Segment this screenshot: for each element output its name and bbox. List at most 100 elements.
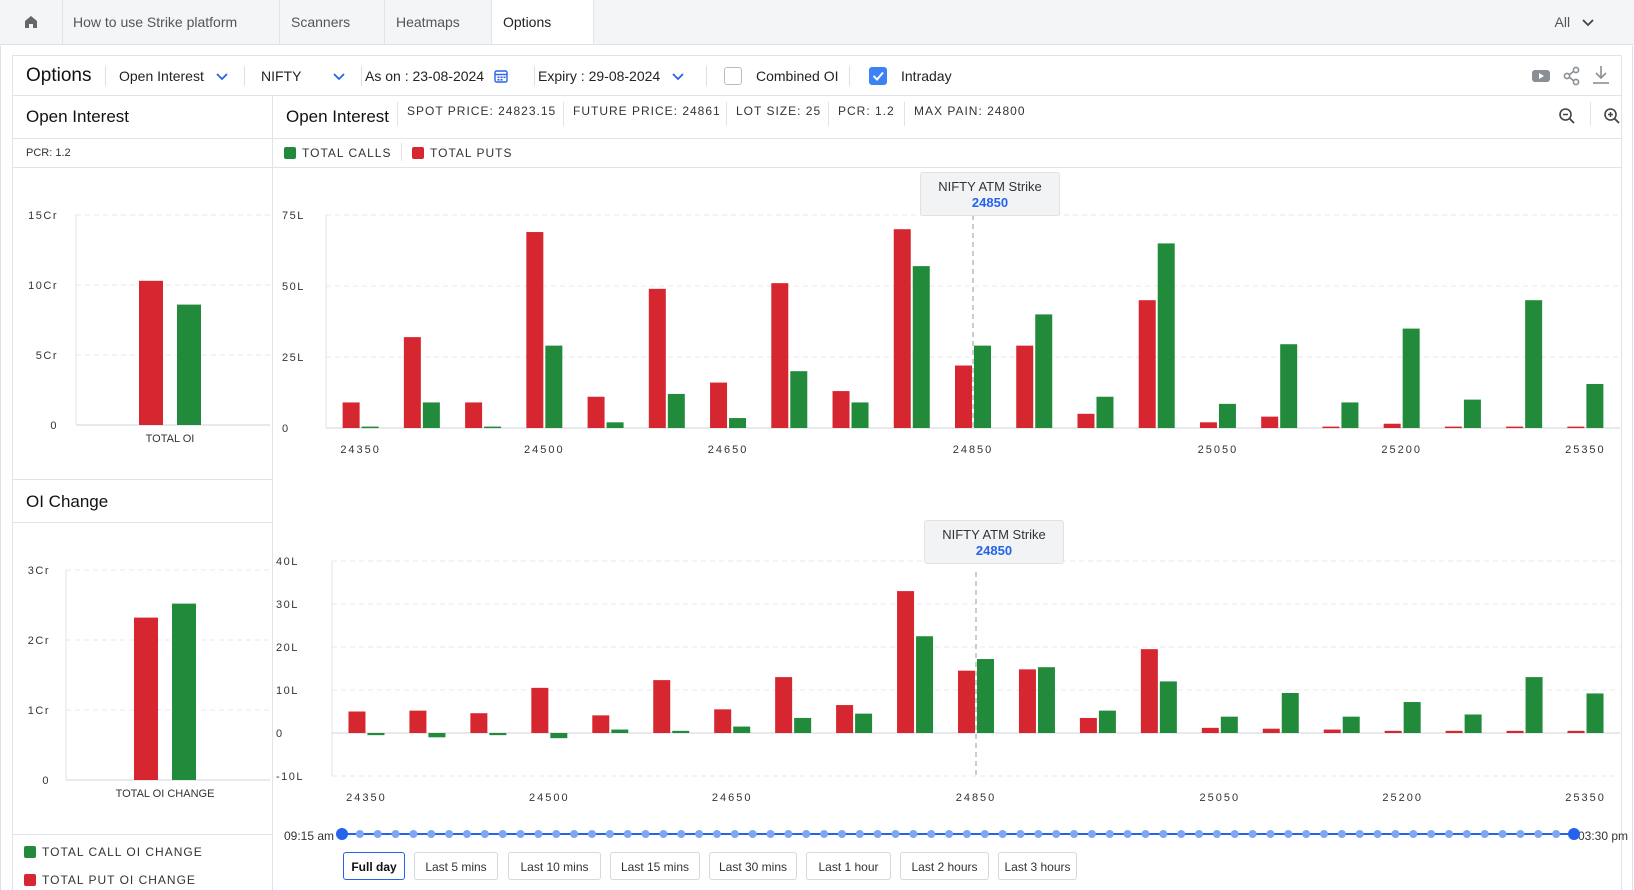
expiry-select[interactable]: Expiry : 29-08-2024 (538, 56, 684, 96)
y-tick-label: 30L (276, 599, 299, 611)
metric-select[interactable]: Open Interest (119, 56, 228, 96)
tab-how-to-use[interactable]: How to use Strike platform (62, 0, 280, 44)
y-tick-label: 0 (282, 423, 290, 435)
call-bar (611, 729, 629, 733)
slider-step-dot (409, 830, 418, 838)
slider-step-dot (1337, 830, 1346, 838)
x-tick-label: 25200 (1381, 444, 1422, 456)
put-bar (409, 710, 427, 733)
call-bar (367, 733, 385, 736)
checkmark-icon (872, 71, 884, 81)
zoom-in-icon[interactable] (1603, 107, 1621, 125)
x-category-label: TOTAL OI CHANGE (116, 788, 215, 800)
tab-scanners[interactable]: Scanners (280, 0, 385, 44)
time-range-button[interactable]: Last 15 mins (610, 852, 700, 880)
time-range-button[interactable]: Last 5 mins (414, 852, 498, 880)
intraday-checkbox[interactable] (869, 67, 887, 85)
time-range-button[interactable]: Last 30 mins (709, 852, 797, 880)
as-on-label: As on : (365, 68, 409, 84)
strike-oi-change-chart: -10L 0 10L 20L 30L 40L 24350 24500 24650 24850 250… (276, 556, 1620, 804)
tab-options[interactable]: Options (492, 0, 594, 44)
zoom-out-icon[interactable] (1558, 107, 1576, 125)
legend-swatch-calls (284, 147, 296, 159)
put-bar (1016, 345, 1034, 428)
home-button[interactable] (0, 0, 63, 44)
options-toolbar: Options Open Interest NIFTY As on : 23-0… (12, 55, 1622, 95)
put-bar (955, 365, 972, 428)
call-bar (1402, 328, 1420, 428)
intraday-label: Intraday (901, 68, 952, 84)
main-panel-title: Open Interest (286, 107, 390, 126)
time-slider[interactable] (336, 826, 1580, 842)
slider-step-dot (498, 830, 507, 838)
time-range-button[interactable]: Full day (343, 852, 405, 880)
put-bar (771, 283, 789, 428)
slider-step-dot (998, 830, 1007, 838)
slider-step-dot (1016, 830, 1025, 838)
y-tick-label: 2Cr (28, 635, 50, 647)
call-bar (1464, 714, 1482, 733)
call-bar (1280, 344, 1298, 428)
call-bar (977, 659, 994, 733)
x-tick-label: 25200 (1382, 792, 1423, 804)
as-on-date-picker[interactable]: As on : 23-08-2024 (365, 56, 508, 96)
youtube-icon[interactable] (1531, 68, 1551, 84)
all-filter-dropdown[interactable]: All (1555, 0, 1594, 44)
slider-step-dot (1105, 830, 1114, 838)
as-on-value: 23-08-2024 (412, 68, 485, 84)
slider-step-dot (1052, 830, 1061, 838)
spot-price-stat: SPOT PRICE: 24823.15 (407, 104, 557, 118)
slider-step-dot (820, 830, 829, 838)
all-filter-label: All (1554, 14, 1571, 30)
legend-total-calls[interactable]: TOTAL CALLS (284, 146, 391, 160)
time-range-button[interactable]: Last 2 hours (900, 852, 989, 880)
atm-strike-value: 24850 (971, 195, 1009, 210)
call-bar (1341, 402, 1359, 428)
slider-step-dot (373, 830, 382, 838)
combined-oi-checkbox[interactable] (724, 67, 742, 85)
slider-end-time: 03:30 pm (1578, 829, 1629, 843)
put-bar (897, 591, 915, 733)
time-range-button[interactable]: Last 10 mins (508, 852, 601, 880)
symbol-select[interactable]: NIFTY (261, 56, 353, 96)
y-tick-label: 40L (276, 556, 299, 568)
call-bar (1096, 396, 1114, 428)
download-icon[interactable] (1591, 64, 1611, 86)
put-bar (1138, 300, 1156, 428)
combined-oi-label: Combined OI (756, 68, 839, 84)
legend-call-change-label: TOTAL CALL OI CHANGE (42, 845, 203, 859)
call-bar (422, 402, 440, 428)
time-range-button[interactable]: Last 3 hours (998, 852, 1077, 880)
put-bar (1567, 426, 1585, 429)
x-tick-label: 25050 (1198, 444, 1239, 456)
legend-swatch-puts (412, 147, 424, 159)
slider-step-dot (1070, 830, 1079, 838)
slider-step-dot (748, 830, 757, 838)
slider-step-dot (784, 830, 793, 838)
share-icon[interactable] (1563, 66, 1581, 86)
slider-step-dot (1445, 830, 1454, 838)
chevron-down-icon (1582, 19, 1594, 27)
slider-step-dot (480, 830, 489, 838)
legend-total-puts[interactable]: TOTAL PUTS (412, 146, 512, 160)
legend-put-change-label: TOTAL PUT OI CHANGE (42, 873, 196, 887)
slider-start-handle (336, 828, 348, 840)
time-range-button[interactable]: Last 1 hour (806, 852, 891, 880)
slider-step-dot (695, 830, 704, 838)
put-bar (648, 288, 666, 428)
x-tick-label: 24350 (340, 444, 381, 456)
slider-step-dot (1373, 830, 1382, 838)
y-tick-label: 75L (282, 210, 305, 222)
call-bar (1586, 693, 1604, 733)
call-bar (667, 393, 685, 428)
put-bar (1079, 717, 1097, 733)
tab-heatmaps[interactable]: Heatmaps (385, 0, 492, 44)
call-bar (1525, 300, 1543, 428)
slider-step-dot (1462, 830, 1471, 838)
slider-step-dot (659, 830, 668, 838)
legend-total-put-oi-change: TOTAL PUT OI CHANGE (24, 873, 196, 887)
slider-step-dot (891, 830, 900, 838)
legend-puts-label: TOTAL PUTS (430, 146, 513, 160)
y-tick-label: 1Cr (28, 705, 50, 717)
slider-step-dot (516, 830, 525, 838)
